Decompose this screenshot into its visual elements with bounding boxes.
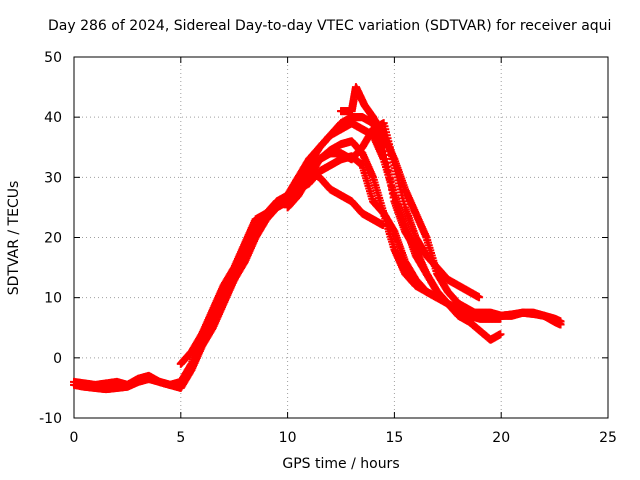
data-point bbox=[378, 221, 387, 230]
y-tick-label: 40 bbox=[44, 110, 62, 126]
x-tick-label: 0 bbox=[70, 430, 79, 446]
y-tick-label: 0 bbox=[53, 351, 62, 367]
chart-title: Day 286 of 2024, Sidereal Day-to-day VTE… bbox=[48, 18, 612, 34]
y-tick-label: 50 bbox=[44, 50, 62, 66]
x-tick-label: 25 bbox=[599, 430, 617, 446]
x-tick-label: 20 bbox=[492, 430, 510, 446]
y-tick-label: 10 bbox=[44, 291, 62, 307]
x-tick-label: 5 bbox=[176, 430, 185, 446]
y-tick-label: -10 bbox=[39, 411, 62, 427]
data-point bbox=[496, 330, 505, 339]
y-axis-label: SDTVAR / TECUs bbox=[6, 180, 22, 296]
x-axis-label: GPS time / hours bbox=[282, 456, 400, 472]
series-sat-g bbox=[304, 167, 387, 230]
data-point bbox=[475, 293, 484, 302]
data-point bbox=[556, 320, 565, 329]
y-tick-label: 30 bbox=[44, 170, 62, 186]
y-tick-label: 20 bbox=[44, 231, 62, 247]
series-sat-d bbox=[337, 83, 565, 329]
x-tick-label: 15 bbox=[385, 430, 403, 446]
data-point bbox=[432, 293, 441, 302]
x-tick-label: 10 bbox=[279, 430, 297, 446]
